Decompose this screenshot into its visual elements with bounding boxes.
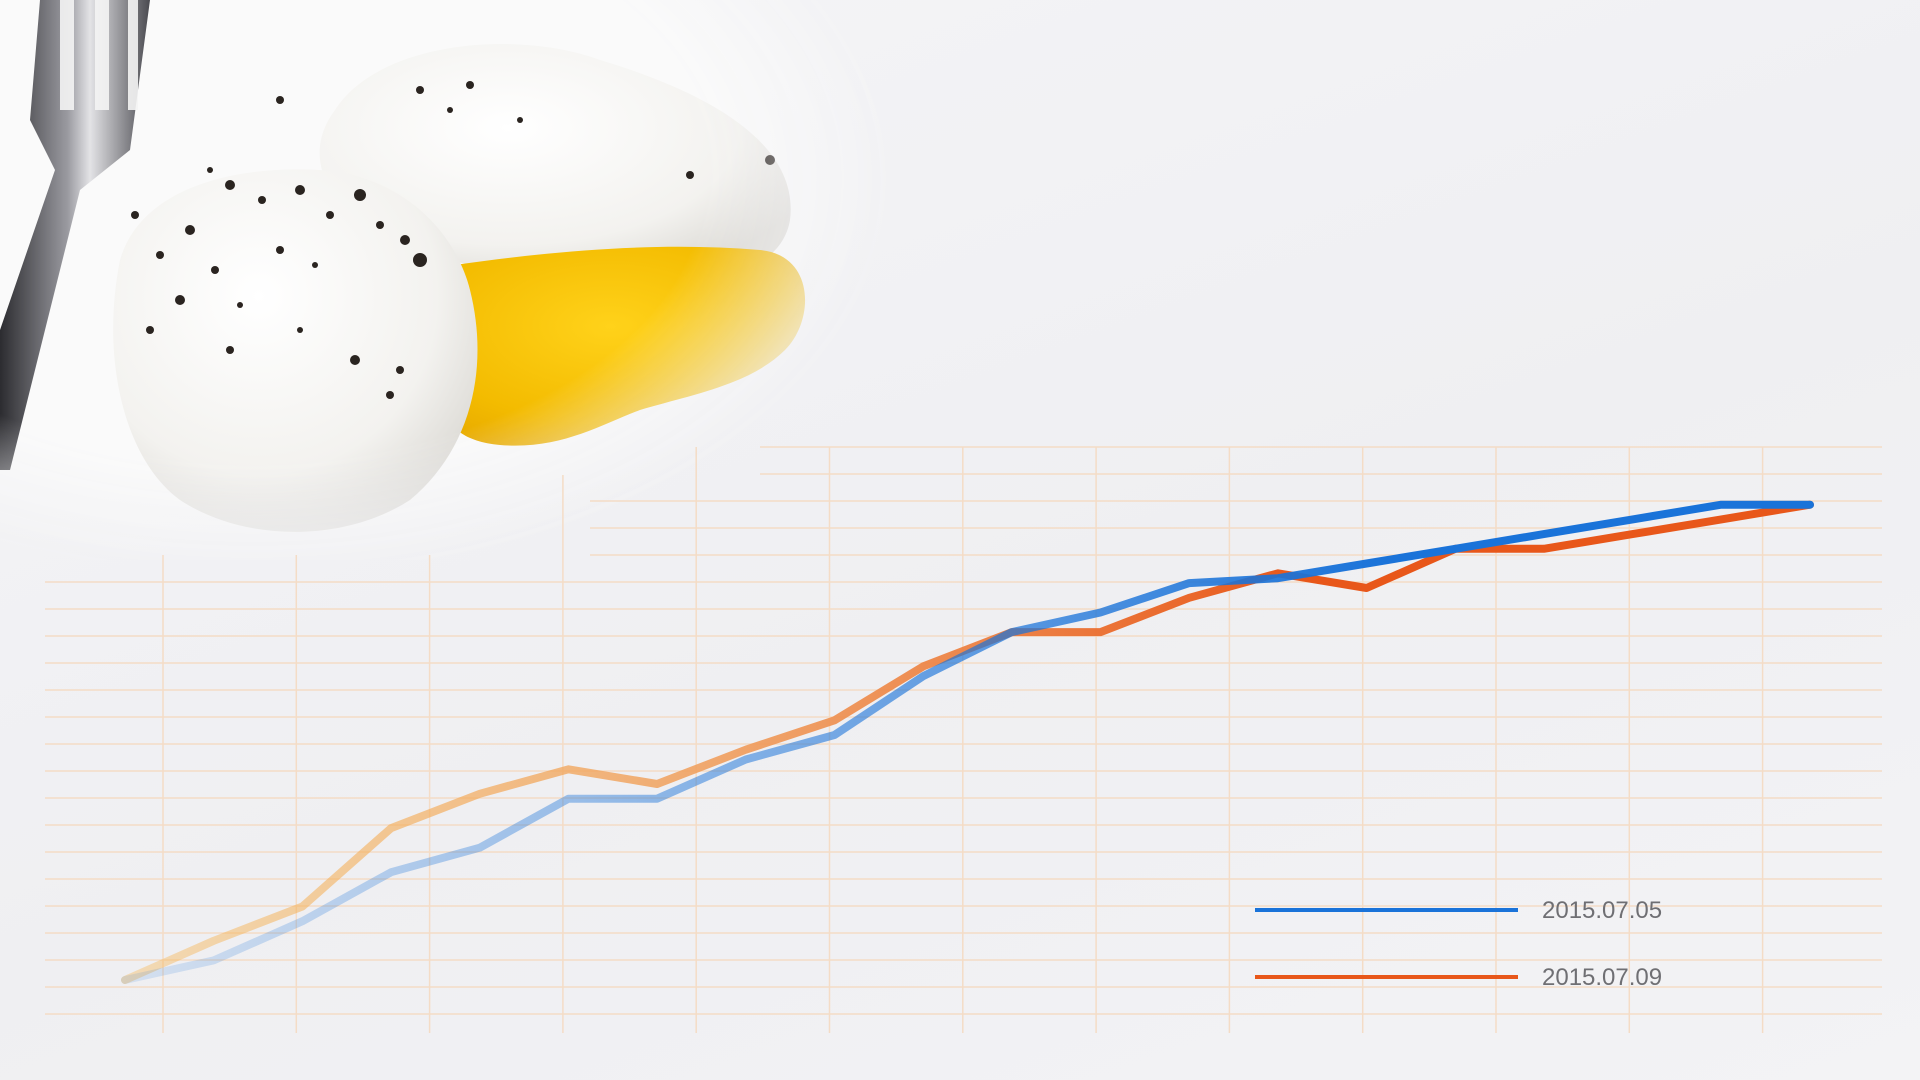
chart-grid bbox=[45, 446, 1882, 1033]
series-line-a bbox=[121, 500, 1814, 984]
poached-egg-front bbox=[113, 169, 478, 532]
chart-series bbox=[121, 500, 1814, 984]
egg-yolk bbox=[415, 246, 806, 446]
fork-icon bbox=[0, 0, 150, 470]
chart-legend: 2015.07.05 2015.07.09 bbox=[1255, 897, 1662, 991]
legend-label-series-b: 2015.07.09 bbox=[1542, 964, 1662, 991]
pepper-flakes bbox=[131, 81, 775, 399]
legend-label-series-a: 2015.07.05 bbox=[1542, 897, 1662, 924]
series-line-b bbox=[121, 500, 1814, 984]
poached-eggs-photo bbox=[0, 0, 900, 560]
poached-egg-back bbox=[319, 44, 791, 284]
